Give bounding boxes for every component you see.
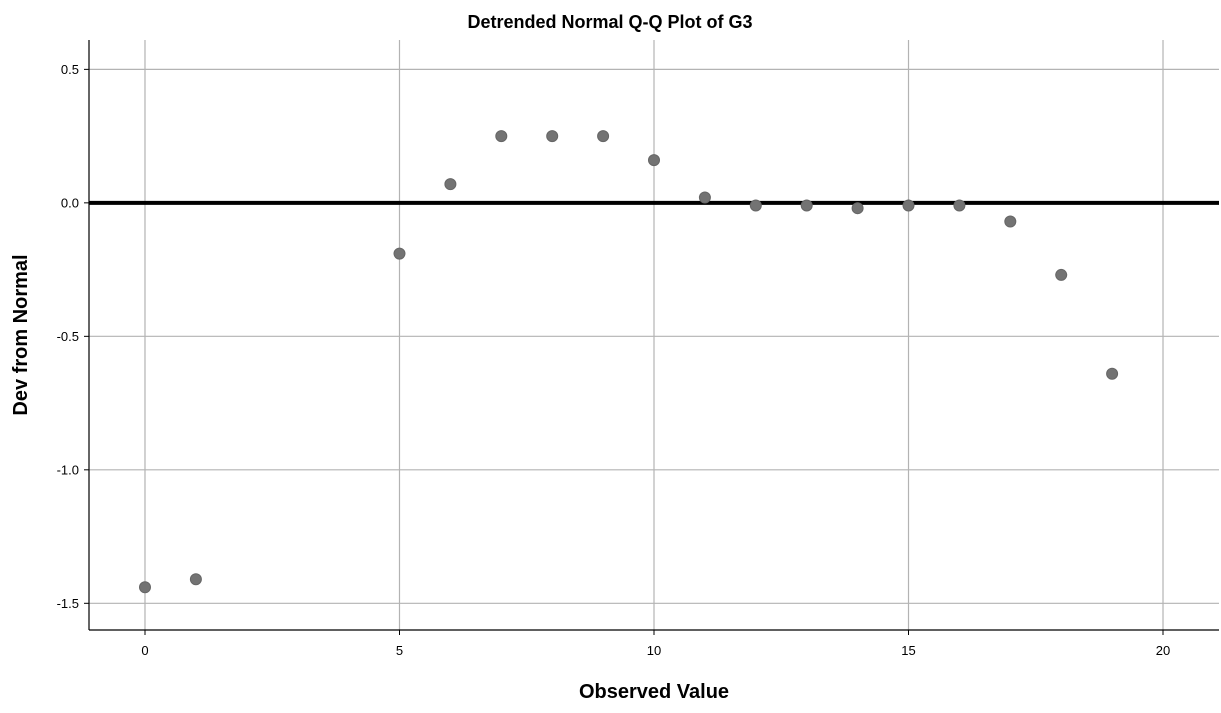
x-tick-label: 10 <box>647 643 661 658</box>
y-tick-label: -0.5 <box>57 329 79 344</box>
data-point <box>495 130 508 143</box>
data-point <box>851 202 864 215</box>
data-point <box>393 247 406 260</box>
x-tick-label: 0 <box>141 643 148 658</box>
data-point <box>138 581 151 594</box>
y-tick-label: 0.0 <box>61 195 79 210</box>
data-point <box>749 199 762 212</box>
y-axis-title: Dev from Normal <box>10 254 32 415</box>
x-tick-label: 15 <box>901 643 915 658</box>
data-points <box>138 130 1119 594</box>
y-tick-label: 0.5 <box>61 62 79 77</box>
data-point <box>902 199 915 212</box>
axes <box>84 40 1219 635</box>
tick-labels: 0 5 10 15 20 0.5 0.0 -0.5 -1.0 -1.5 <box>57 62 1171 658</box>
data-point <box>1055 268 1068 281</box>
data-point <box>1004 215 1017 228</box>
chart-title: Detrended Normal Q-Q Plot of G3 <box>467 12 752 32</box>
data-point <box>444 178 457 191</box>
data-point <box>546 130 559 143</box>
data-point <box>1106 367 1119 380</box>
x-tick-label: 20 <box>1156 643 1170 658</box>
data-point <box>698 191 711 204</box>
y-tick-label: -1.5 <box>57 596 79 611</box>
x-axis-title: Observed Value <box>579 681 729 703</box>
y-tick-label: -1.0 <box>57 462 79 477</box>
grid-lines <box>89 40 1219 630</box>
data-point <box>597 130 610 143</box>
data-point <box>189 573 202 586</box>
data-point <box>800 199 813 212</box>
data-point <box>648 154 660 167</box>
data-point <box>953 199 966 212</box>
x-tick-label: 5 <box>396 643 403 658</box>
